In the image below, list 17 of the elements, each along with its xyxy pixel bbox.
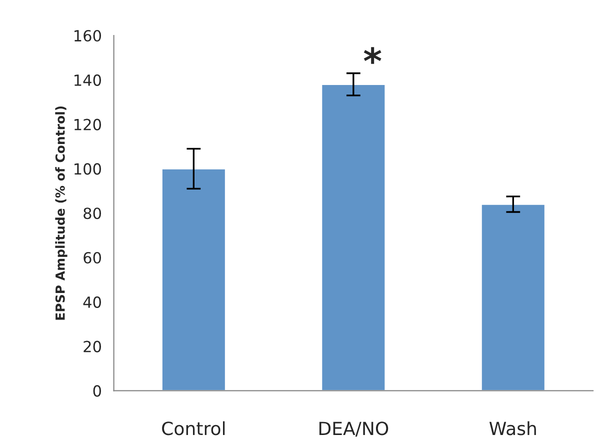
x-tick-label: Control	[162, 421, 225, 436]
y-tick-label: 0	[93, 385, 101, 397]
annotation: *	[364, 47, 382, 64]
y-tick-label: 40	[83, 296, 101, 308]
bar	[320, 84, 386, 391]
y-tick-label: 120	[74, 118, 101, 130]
bar	[161, 168, 226, 391]
y-tick-label: 160	[74, 30, 101, 42]
x-tick-label: DEA/NO	[319, 422, 388, 437]
x-tick-label: Wash	[489, 421, 536, 436]
y-axis-title: EPSP Amplitude (% of Control)	[55, 106, 68, 320]
y-tick-label: 60	[84, 252, 101, 264]
bar	[480, 204, 546, 391]
y-tick-label: 20	[84, 340, 101, 352]
y-tick-label: 140	[74, 74, 101, 86]
y-tick-label: 80	[84, 208, 101, 220]
y-tick-label: 100	[74, 163, 101, 175]
